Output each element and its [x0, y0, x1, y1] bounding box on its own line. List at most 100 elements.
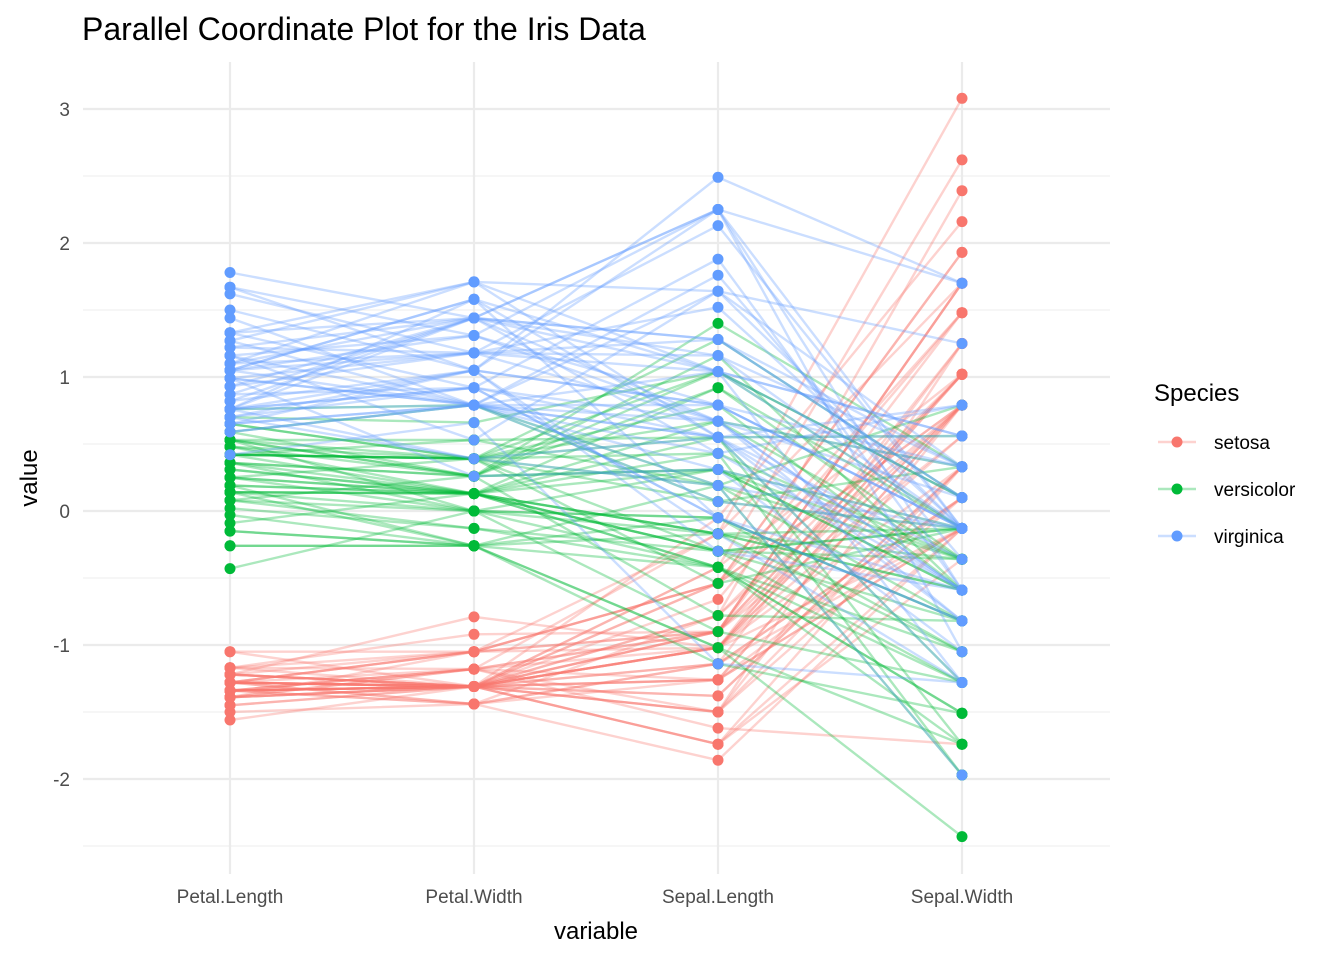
virginica-line [229, 316, 963, 499]
virginica-line [229, 351, 963, 438]
versicolor-line [229, 468, 963, 592]
versicolor-line [229, 403, 963, 503]
setosa-line [229, 282, 963, 671]
versicolor-line [229, 452, 963, 776]
versicolor-line [229, 435, 963, 745]
x-axis-ticks: Petal.Length Petal.Width Sepal.Length Sepal… [177, 887, 1014, 908]
setosa-line [229, 404, 963, 688]
setosa-line [229, 373, 963, 699]
versicolor-line [229, 419, 963, 468]
virginica-point [712, 285, 724, 297]
x-tick-label: Petal.Width [425, 887, 522, 908]
setosa-point [224, 646, 236, 658]
y-tick-label: -2 [53, 770, 70, 791]
versicolor-line [229, 370, 963, 499]
virginica-point [468, 293, 480, 305]
setosa-line [229, 311, 963, 688]
legend-key-point [1171, 483, 1183, 495]
versicolor-line [229, 453, 963, 553]
versicolor-point [224, 525, 236, 537]
versicolor-line [229, 476, 963, 561]
virginica-line [229, 297, 963, 592]
virginica-point [712, 334, 724, 345]
virginica-point [468, 470, 480, 482]
versicolor-line [229, 338, 963, 499]
versicolor-point [224, 540, 236, 552]
setosa-line [229, 527, 963, 762]
setosa-line [229, 311, 963, 684]
versicolor-line [229, 453, 963, 561]
setosa-line [229, 465, 963, 698]
virginica-line [229, 386, 963, 684]
versicolor-line [229, 438, 963, 561]
versicolor-line [229, 484, 963, 623]
setosa-point [224, 699, 236, 711]
versicolor-point [224, 472, 236, 483]
setosa-point [956, 246, 968, 258]
versicolor-point [712, 317, 724, 329]
versicolor-line [229, 499, 963, 684]
versicolor-point [468, 488, 480, 500]
setosa-point [956, 216, 968, 228]
setosa-line [229, 282, 963, 684]
virginica-line [229, 369, 963, 684]
virginica-point [468, 453, 480, 465]
virginica-line [229, 338, 963, 499]
y-tick-label: 2 [59, 234, 70, 255]
setosa-line [229, 220, 963, 707]
versicolor-line [229, 354, 963, 591]
versicolor-point [956, 707, 968, 719]
y-tick-label: -1 [53, 636, 70, 657]
virginica-point [956, 461, 968, 473]
virginica-line [229, 334, 963, 530]
virginica-point [956, 522, 968, 534]
versicolor-line [229, 507, 963, 715]
virginica-point [712, 269, 724, 281]
setosa-line [229, 527, 963, 692]
virginica-point [712, 350, 724, 362]
virginica-line [229, 273, 963, 560]
versicolor-point [224, 464, 236, 475]
setosa-point [468, 698, 480, 710]
setosa-line [229, 496, 963, 688]
setosa-point [956, 185, 968, 197]
virginica-point [224, 411, 236, 423]
virginica-point [224, 358, 236, 370]
virginica-point [468, 364, 480, 376]
virginica-point [712, 480, 724, 491]
versicolor-line [229, 403, 963, 622]
virginica-line [229, 386, 963, 622]
virginica-line [229, 224, 963, 530]
setosa-line [229, 527, 963, 692]
setosa-line [229, 435, 963, 692]
setosa-line [229, 496, 963, 714]
setosa-line [230, 282, 963, 653]
virginica-point [712, 220, 724, 232]
versicolor-line [229, 438, 963, 592]
virginica-point [712, 528, 724, 540]
virginica-line [229, 354, 963, 684]
virginica-line [229, 421, 963, 684]
virginica-point [712, 496, 724, 508]
virginica-line [229, 298, 963, 499]
versicolor-line [229, 461, 963, 653]
virginica-point [468, 347, 480, 359]
setosa-line [229, 404, 963, 688]
virginica-line [229, 280, 963, 439]
setosa-point [956, 92, 968, 104]
versicolor-line [229, 529, 963, 653]
setosa-line [229, 465, 963, 714]
versicolor-line [229, 453, 963, 592]
setosa-point [468, 628, 480, 640]
x-tick-label: Petal.Length [177, 887, 284, 908]
virginica-line [229, 403, 963, 622]
setosa-line [229, 311, 963, 688]
versicolor-line [229, 370, 963, 530]
virginica-point [468, 434, 480, 446]
setosa-line [229, 435, 963, 669]
versicolor-point [468, 540, 480, 552]
legend-label: virginica [1214, 527, 1284, 548]
versicolor-line [229, 419, 963, 561]
virginica-line [229, 316, 963, 455]
versicolor-line [229, 484, 963, 553]
